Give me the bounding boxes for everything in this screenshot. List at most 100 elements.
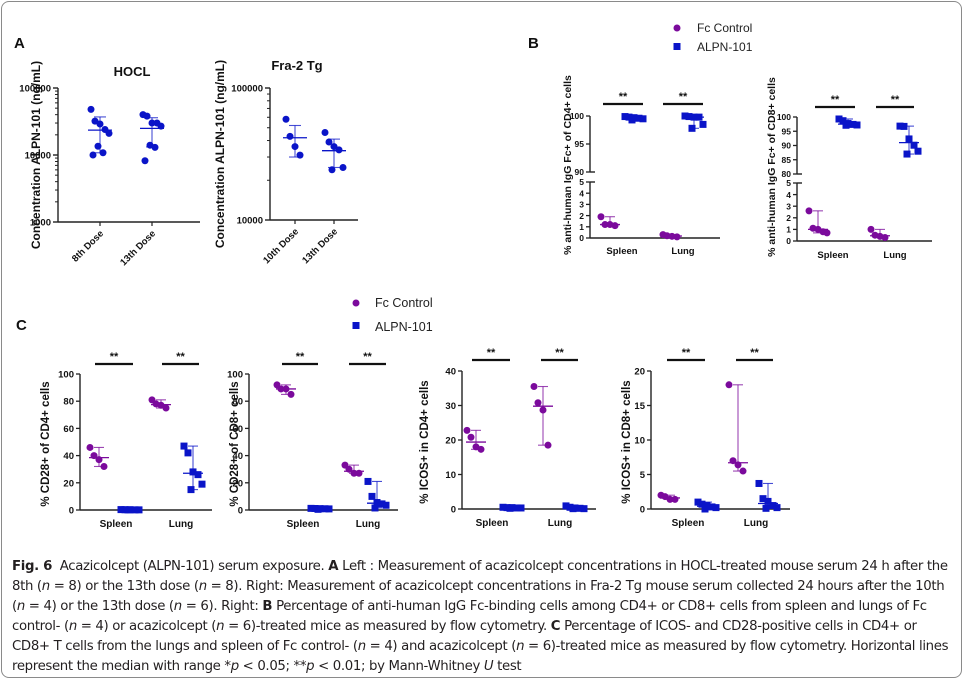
- chart-c2-data-point: [282, 385, 290, 393]
- chart-a2-data-point: [282, 115, 290, 123]
- caption-n: n: [516, 639, 525, 654]
- caption-a-label: A: [328, 559, 339, 574]
- chart-b1-data-point: [611, 222, 619, 230]
- chart-c1-data-point: [189, 468, 197, 476]
- chart-c2-data-point: [287, 390, 295, 398]
- chart-c2-data-point: [368, 492, 376, 500]
- chart-c3-significance-1-stars: **: [555, 347, 564, 359]
- chart-c2-significance-0-stars: **: [296, 351, 305, 363]
- chart-b1-data-point: [690, 113, 698, 121]
- legend-c-fc-control-label: Fc Control: [375, 296, 433, 310]
- caption-fig-label: Fig. 6: [12, 559, 52, 574]
- figure-6-charts: A B C Fc Control ALPN-101 Fc Control ALP…: [14, 21, 932, 530]
- chart-c2-x-tick-label: Lung: [356, 519, 380, 530]
- caption-n: n: [16, 599, 25, 614]
- chart-c3-data-point: [463, 426, 471, 434]
- chart-a1-data-point: [87, 105, 95, 113]
- chart-c2-x-tick-label: Spleen: [287, 519, 320, 530]
- chart-c4-data-point: [734, 461, 742, 469]
- chart-b2-y-tick-label: 100: [777, 112, 791, 122]
- chart-b1-x-tick-label: Spleen: [606, 246, 637, 257]
- chart-c1-data-point: [131, 506, 139, 514]
- chart-c3-data-point: [506, 504, 514, 512]
- chart-c4-y-tick-label: 5: [640, 470, 646, 481]
- chart-c3-y-tick-label: 40: [445, 367, 456, 378]
- chart-c3-y-tick-label: 10: [445, 470, 456, 481]
- chart-c1-y-tick-label: 80: [63, 397, 74, 408]
- chart-b2-data-point: [903, 150, 911, 158]
- chart-b2-y-tick-label: 4: [786, 190, 791, 200]
- chart-b1-y-tick-label: 90: [575, 167, 585, 177]
- caption-n: n: [198, 579, 207, 594]
- chart-c2-y-tick-label: 0: [238, 506, 243, 517]
- chart-c1-y-tick-label: 20: [63, 478, 74, 489]
- chart-b2-data-point: [905, 135, 913, 143]
- chart-c1-y-tick-label: 60: [63, 424, 74, 435]
- chart-c4-data-point: [762, 504, 770, 512]
- chart-c4-data-point: [712, 504, 720, 512]
- caption-title: Acazicolcept (ALPN-101) serum exposure.: [59, 559, 325, 574]
- chart-c4-data-point: [708, 503, 716, 511]
- chart-a1-y-tick-label: 100000: [19, 84, 51, 95]
- chart-b1-data-point: [621, 113, 629, 121]
- chart-c2-y-tick-label: 20: [232, 478, 243, 489]
- legend-c-fc-control-circle-icon: [352, 299, 360, 307]
- chart-a1-y-tick-label: 1000: [30, 218, 51, 229]
- chart-c1-significance-0-stars: **: [110, 351, 119, 363]
- chart-b1-significance-0-stars: **: [619, 91, 628, 103]
- caption-text: = 6)-treated mice as measured by flow cy…: [12, 639, 949, 674]
- chart-b2-data-point: [839, 117, 847, 125]
- chart-c4-y-tick-label: 20: [634, 367, 645, 378]
- chart-c4-data-point: [694, 498, 702, 506]
- chart-a2-data-point: [328, 166, 336, 174]
- chart-c1-data-point: [162, 404, 170, 412]
- chart-c3-y-tick-label: 20: [445, 436, 456, 447]
- chart-c2-y-tick-label: 40: [232, 451, 243, 462]
- chart-b2-data-point: [881, 234, 889, 242]
- chart-b2-data-point: [910, 141, 918, 149]
- chart-a2-y-tick-label: 10000: [237, 216, 263, 227]
- chart-c4-significance-0-stars: **: [682, 347, 691, 359]
- legend-b-fc-control-label: Fc Control: [697, 21, 752, 35]
- caption-text: = 6)-treated mice as measured by flow cy…: [224, 619, 547, 634]
- chart-b2-y-tick-label: 90: [782, 141, 792, 151]
- chart-c3-data-point: [539, 406, 547, 414]
- chart-a1-data-point: [105, 129, 113, 137]
- chart-b2-data-point: [914, 147, 922, 155]
- chart-b2-data-point: [867, 225, 875, 233]
- chart-a1-data-point: [96, 120, 104, 128]
- chart-c4-y-tick-label: 10: [634, 436, 645, 447]
- chart-c1-data-point: [86, 443, 94, 451]
- figure-caption: Fig. 6 Acazicolcept (ALPN-101) serum exp…: [12, 557, 957, 677]
- chart-b2-y-axis-label: % anti-human IgG Fc+ of CD8+ cells: [766, 77, 778, 257]
- chart-a2-data-point: [296, 151, 304, 159]
- chart-c1-data-point: [194, 471, 202, 479]
- chart-c2-data-point: [345, 465, 353, 473]
- chart-c1-y-tick-label: 40: [63, 451, 74, 462]
- chart-b1-data-point: [695, 113, 703, 121]
- chart-a1-data-point: [141, 157, 149, 165]
- chart-c2-data-point: [378, 500, 386, 508]
- legend-c-alpn101-label: ALPN-101: [375, 320, 433, 334]
- chart-a2-data-point: [330, 143, 338, 151]
- chart-b1-data-point: [635, 114, 643, 122]
- chart-c2-y-axis-label: % CD28+ of CD8+ cells: [229, 381, 241, 506]
- chart-c3-data-point: [562, 502, 570, 510]
- chart-c1-data-point: [124, 506, 132, 514]
- chart-b1-data-point: [688, 124, 696, 132]
- chart-b2-data-point: [896, 122, 904, 130]
- caption-text: = 4) or acazicolcept (: [76, 619, 217, 634]
- chart-c1-data-point: [95, 456, 103, 464]
- legend-b-fc-control-circle-icon: [673, 24, 681, 32]
- chart-c3-data-point: [499, 503, 507, 511]
- chart-c4-data-point: [671, 495, 679, 503]
- chart-a2-data-point: [291, 143, 299, 151]
- chart-b2-y-tick-label: 95: [782, 126, 792, 136]
- chart-c1-x-tick-label: Spleen: [100, 519, 133, 530]
- chart-b2-y-tick-label: 85: [782, 155, 792, 165]
- chart-b1-y-tick-label: 100: [570, 111, 584, 121]
- caption-u: U: [483, 659, 494, 674]
- caption-n: n: [216, 619, 225, 634]
- chart-b1-data-point: [601, 221, 609, 229]
